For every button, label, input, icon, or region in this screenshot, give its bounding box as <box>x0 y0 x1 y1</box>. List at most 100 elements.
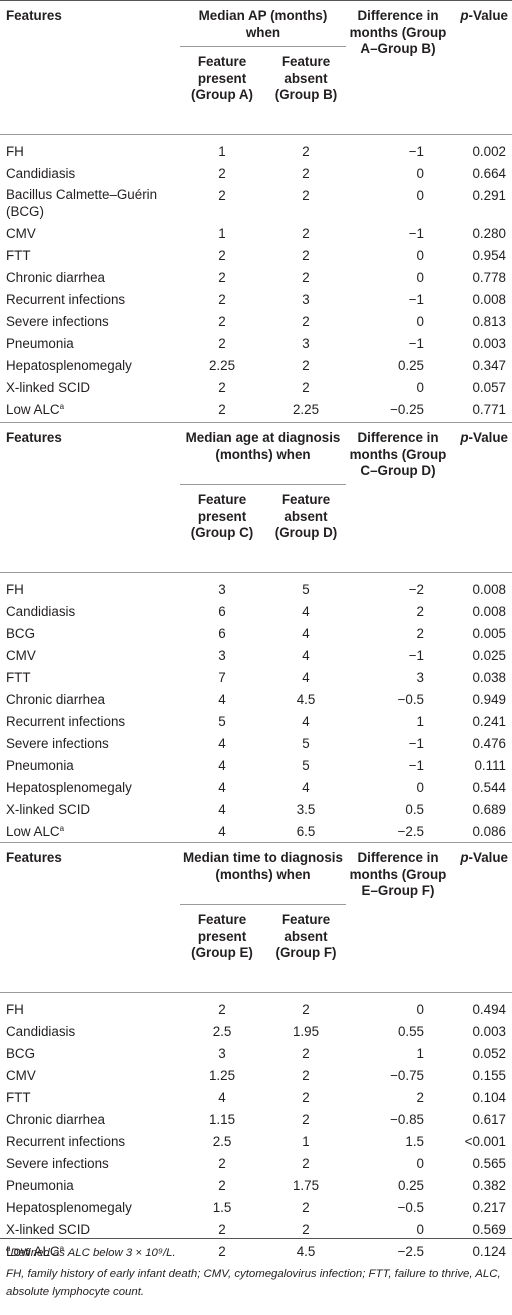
feature-cell: FTT <box>6 1087 181 1109</box>
p-value-cell: 0.008 <box>472 292 506 307</box>
table-row: X-linked SCID 2 2 0 0.569 <box>0 1219 512 1241</box>
table-row: FH 2 2 0 0.494 <box>0 999 512 1021</box>
present-value-cell: 1.15 <box>208 1112 236 1127</box>
table-row: X-linked SCID 2 2 0 0.057 <box>0 377 512 399</box>
absent-value-cell: 4 <box>302 604 310 619</box>
p-value-cell: 0.347 <box>472 358 506 373</box>
abbreviations-footnote: FH, family history of early infant death… <box>6 1268 501 1298</box>
present-value-cell: 4 <box>218 780 226 795</box>
feature-cell: BCG <box>6 623 181 645</box>
difference-value-cell: −2.5 <box>397 1244 424 1259</box>
feature-label: FH <box>6 582 24 597</box>
difference-value-cell: −1 <box>408 226 424 241</box>
p-value-cell: 0.008 <box>472 604 506 619</box>
p-value-column-header: p-Value <box>450 430 508 447</box>
p-value-cell: 0.494 <box>472 1002 506 1017</box>
difference-value-cell: −1 <box>408 144 424 159</box>
median-column-header: Median age at diagnosis (months) when <box>185 430 341 462</box>
p-value-cell: 0.005 <box>472 626 506 641</box>
difference-value-cell: 1.5 <box>405 1134 424 1149</box>
feature-label: FTT <box>6 1090 31 1105</box>
feature-label: CMV <box>6 648 36 663</box>
table-row: FH 1 2 −1 0.002 <box>0 141 512 163</box>
feature-cell: Candidiasis <box>6 1021 181 1043</box>
feature-label: Chronic diarrhea <box>6 692 105 707</box>
feature-label: X-linked SCID <box>6 802 91 817</box>
absent-value-cell: 4 <box>302 780 310 795</box>
p-value-cell: 0.038 <box>472 670 506 685</box>
feature-cell: Recurrent infections <box>6 289 181 311</box>
absent-value-cell: 1 <box>302 1134 310 1149</box>
absent-value-cell: 2 <box>302 248 310 263</box>
difference-value-cell: 0 <box>416 1222 424 1237</box>
present-value-cell: 2 <box>218 166 226 181</box>
feature-label: X-linked SCID <box>6 380 91 395</box>
table-row: Chronic diarrhea 1.15 2 −0.85 0.617 <box>0 1109 512 1131</box>
present-value-cell: 2 <box>218 1244 226 1259</box>
present-value-cell: 1.5 <box>212 1200 232 1215</box>
footnote-marker: a <box>59 1244 65 1253</box>
absent-value-cell: 2 <box>302 270 310 285</box>
absent-value-cell: 4 <box>302 626 310 641</box>
header-bottom-rule <box>0 992 512 993</box>
absent-value-cell: 6.5 <box>296 824 316 839</box>
feature-cell: Chronic diarrhea <box>6 1109 181 1131</box>
table-row: FH 3 5 −2 0.008 <box>0 579 512 601</box>
p-value-cell: 0.025 <box>472 648 506 663</box>
difference-value-cell: 0 <box>416 188 424 203</box>
table-section: Features Median age at diagnosis (months)… <box>0 422 512 843</box>
feature-label: FH <box>6 144 24 159</box>
feature-cell: CMV <box>6 645 181 667</box>
absent-value-cell: 4 <box>302 714 310 729</box>
table-row: BCG 6 4 2 0.005 <box>0 623 512 645</box>
table-row: Candidiasis 6 4 2 0.008 <box>0 601 512 623</box>
present-value-cell: 2 <box>218 292 226 307</box>
feature-label: Candidiasis <box>6 166 76 181</box>
p-value-cell: 0.382 <box>472 1178 506 1193</box>
feature-label: X-linked SCID <box>6 1222 91 1237</box>
p-value-cell: 0.813 <box>472 314 506 329</box>
table-row: Recurrent infections 5 4 1 0.241 <box>0 711 512 733</box>
difference-value-cell: 0 <box>416 166 424 181</box>
feature-label: Pneumonia <box>6 758 74 773</box>
group-present-header: Feature present (Group C) <box>190 492 254 540</box>
feature-label: Chronic diarrhea <box>6 1112 105 1127</box>
p-value-cell: 0.002 <box>472 144 506 159</box>
table-section: Features Median time to diagnosis (months… <box>0 842 512 1263</box>
feature-label: Hepatosplenomegaly <box>6 1200 132 1215</box>
p-value-cell: 0.003 <box>472 336 506 351</box>
feature-cell: Low ALCa <box>6 1241 181 1263</box>
difference-value-cell: 0 <box>416 1156 424 1171</box>
difference-value-cell: 2 <box>416 1090 424 1105</box>
p-value-cell: 0.008 <box>472 582 506 597</box>
present-value-cell: 1 <box>218 144 226 159</box>
present-value-cell: 1.25 <box>208 1068 236 1083</box>
feature-cell: Hepatosplenomegaly <box>6 355 181 377</box>
difference-value-cell: 0 <box>416 1002 424 1017</box>
p-value-cell: 0.217 <box>472 1200 506 1215</box>
feature-label: BCG <box>6 1046 36 1061</box>
p-value-cell: 0.565 <box>472 1156 506 1171</box>
group-absent-header: Feature absent (Group D) <box>274 492 338 540</box>
table-row: Recurrent infections 2 3 −1 0.008 <box>0 289 512 311</box>
table-footnotes: aDefined as ALC below 3 × 10⁹/L. FH, fami… <box>0 1238 512 1298</box>
table-section: Features Median AP (months) when Differenc… <box>0 0 512 421</box>
difference-value-cell: 0.25 <box>397 358 424 373</box>
table-row: Hepatosplenomegaly 4 4 0 0.544 <box>0 777 512 799</box>
feature-cell: CMV <box>6 223 181 245</box>
feature-label: Candidiasis <box>6 604 76 619</box>
absent-value-cell: 2 <box>302 166 310 181</box>
difference-column-header: Difference in months (Group C–Group D) <box>349 430 447 478</box>
absent-value-cell: 2 <box>302 144 310 159</box>
table-row: FTT 4 2 2 0.104 <box>0 1087 512 1109</box>
present-value-cell: 6 <box>218 626 226 641</box>
feature-label: Severe infections <box>6 314 109 329</box>
feature-label: Severe infections <box>6 736 109 751</box>
present-value-cell: 4 <box>218 824 226 839</box>
difference-value-cell: −1 <box>408 648 424 663</box>
present-value-cell: 1 <box>218 226 226 241</box>
feature-label: FH <box>6 1002 24 1017</box>
present-value-cell: 2 <box>218 188 226 203</box>
p-value-cell: 0.057 <box>472 380 506 395</box>
feature-cell: Severe infections <box>6 733 181 755</box>
